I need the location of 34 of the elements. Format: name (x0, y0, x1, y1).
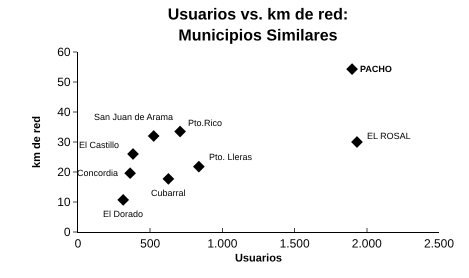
annotation: EL ROSAL (367, 131, 411, 141)
x-tick-label: 500 (140, 236, 161, 250)
y-tick-label: 30 (57, 135, 71, 150)
point (193, 160, 205, 172)
x-tick-label: 1.500 (280, 236, 310, 250)
y-tick-label: 0 (64, 225, 71, 240)
chart-title: Usuarios vs. km de red: Municipios Similares (168, 6, 348, 44)
annotation: Cubarral (151, 188, 186, 198)
point (124, 167, 136, 180)
y-axis-title: km de red (30, 116, 43, 168)
x-tick-label: 0 (74, 236, 82, 250)
x-axis-title: Usuarios (234, 252, 282, 265)
annotation: Pto. Lleras (209, 152, 253, 162)
annotation: Concordia (77, 168, 118, 178)
y-tick-label: 20 (57, 165, 71, 180)
x-tick-label: 2.000 (352, 236, 382, 250)
point (148, 130, 160, 142)
y-tick-label: 40 (57, 105, 71, 120)
point (162, 173, 174, 185)
y-tick-label: 10 (57, 195, 71, 210)
point (351, 136, 363, 148)
y-tick-label: 50 (57, 75, 71, 90)
y-tick-label: 60 (57, 45, 71, 60)
point (346, 63, 358, 75)
annotation: El Dorado (103, 209, 144, 219)
annotation: PACHO (360, 64, 392, 74)
x-tick-label: 1.000 (207, 236, 238, 250)
point (127, 148, 139, 160)
annotation: Pto.Rico (188, 118, 222, 128)
point (174, 126, 186, 138)
point (117, 194, 130, 206)
annotation: San Juan de Arama (94, 112, 174, 122)
annotation: El Castillo (79, 140, 120, 150)
x-tick-label: 2.500 (424, 236, 454, 250)
